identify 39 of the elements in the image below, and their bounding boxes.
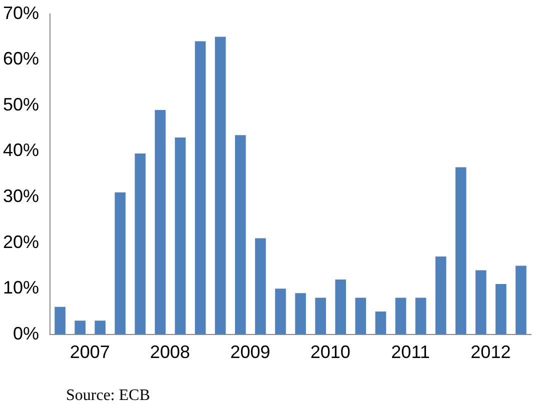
- bar: [275, 288, 286, 334]
- bar: [375, 312, 386, 334]
- bar: [134, 153, 146, 334]
- y-tick-label: 20%: [2, 232, 40, 252]
- bar: [94, 320, 106, 334]
- bar: [335, 279, 346, 334]
- y-tick-label: 30%: [2, 186, 40, 206]
- bar: [174, 137, 186, 334]
- bar: [395, 298, 406, 334]
- bar: [255, 238, 266, 334]
- bar: [475, 270, 486, 334]
- y-tick-label: 0%: [13, 323, 40, 344]
- x-tick-label: 2011: [391, 342, 430, 362]
- y-tick-label: 60%: [2, 48, 40, 69]
- y-tick-label: 50%: [2, 94, 40, 114]
- bar: [194, 41, 206, 334]
- bar: [496, 284, 506, 334]
- x-tick-label: 2007: [70, 342, 110, 362]
- bar: [435, 256, 446, 334]
- bar: [516, 266, 526, 334]
- bar: [114, 192, 126, 334]
- bar: [214, 36, 226, 334]
- bar: [154, 110, 166, 334]
- bar: [295, 293, 306, 334]
- bar: [74, 320, 86, 334]
- bar: [54, 306, 66, 334]
- bar: [455, 167, 466, 334]
- y-tick-label: 10%: [2, 278, 40, 298]
- bar: [355, 298, 366, 334]
- y-tick-label: 40%: [2, 140, 40, 160]
- x-tick-label: 2012: [470, 342, 511, 362]
- bar: [315, 298, 326, 334]
- x-tick-label: 2009: [230, 342, 270, 362]
- y-tick-label: 70%: [2, 2, 40, 23]
- bar: [235, 135, 246, 334]
- source-note: Source: ECB: [66, 387, 150, 404]
- bar: [415, 298, 426, 334]
- x-tick-label: 2008: [150, 342, 190, 362]
- x-tick-label: 2010: [310, 342, 350, 362]
